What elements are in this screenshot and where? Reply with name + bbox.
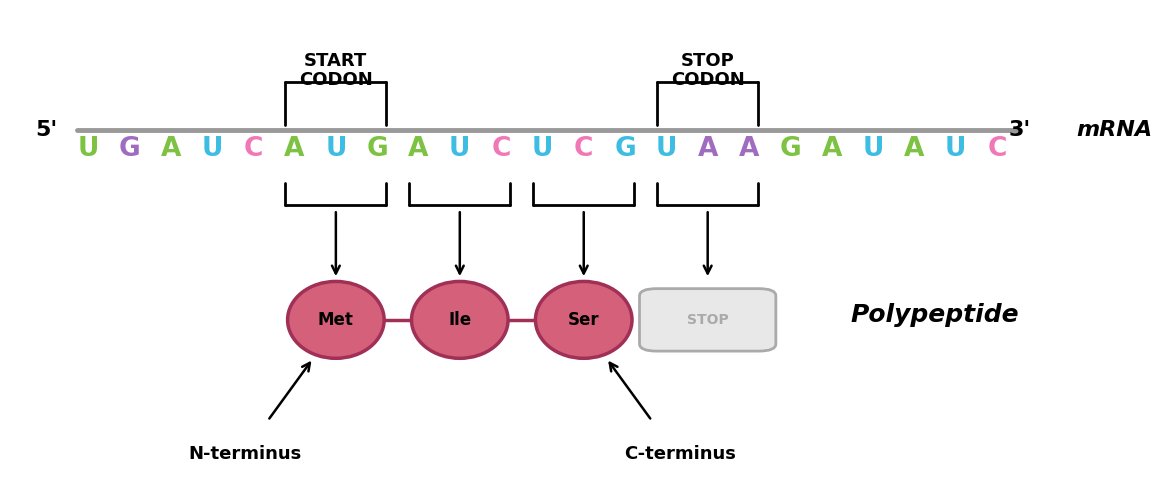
Ellipse shape [535,281,632,358]
Text: C: C [573,136,593,162]
Text: U: U [531,136,554,162]
Text: A: A [904,136,924,162]
Text: A: A [821,136,842,162]
Text: N-terminus: N-terminus [188,445,301,463]
Text: U: U [325,136,347,162]
Text: Polypeptide: Polypeptide [850,303,1018,327]
Text: C: C [492,136,510,162]
Ellipse shape [411,281,508,358]
Text: Ser: Ser [568,311,599,329]
Text: U: U [862,136,884,162]
Text: STOP: STOP [681,52,735,70]
Text: U: U [655,136,677,162]
Text: G: G [779,136,801,162]
Text: C: C [987,136,1007,162]
Text: U: U [945,136,966,162]
Text: START: START [304,52,368,70]
Text: STOP: STOP [687,313,729,327]
Text: CODON: CODON [670,70,744,88]
Text: A: A [409,136,429,162]
Text: U: U [77,136,98,162]
Text: Ile: Ile [449,311,472,329]
Text: G: G [367,136,388,162]
Text: U: U [201,136,223,162]
Text: A: A [160,136,181,162]
Text: G: G [614,136,635,162]
Text: C-terminus: C-terminus [625,445,736,463]
Text: mRNA: mRNA [1077,120,1153,140]
Text: A: A [697,136,718,162]
FancyBboxPatch shape [640,289,776,351]
Text: 3': 3' [1008,120,1030,140]
Text: A: A [739,136,759,162]
Text: C: C [244,136,263,162]
Text: U: U [450,136,471,162]
Text: Met: Met [318,311,354,329]
Text: A: A [284,136,305,162]
Ellipse shape [287,281,384,358]
Text: 5': 5' [35,120,57,140]
Text: CODON: CODON [299,70,373,88]
Text: G: G [118,136,140,162]
